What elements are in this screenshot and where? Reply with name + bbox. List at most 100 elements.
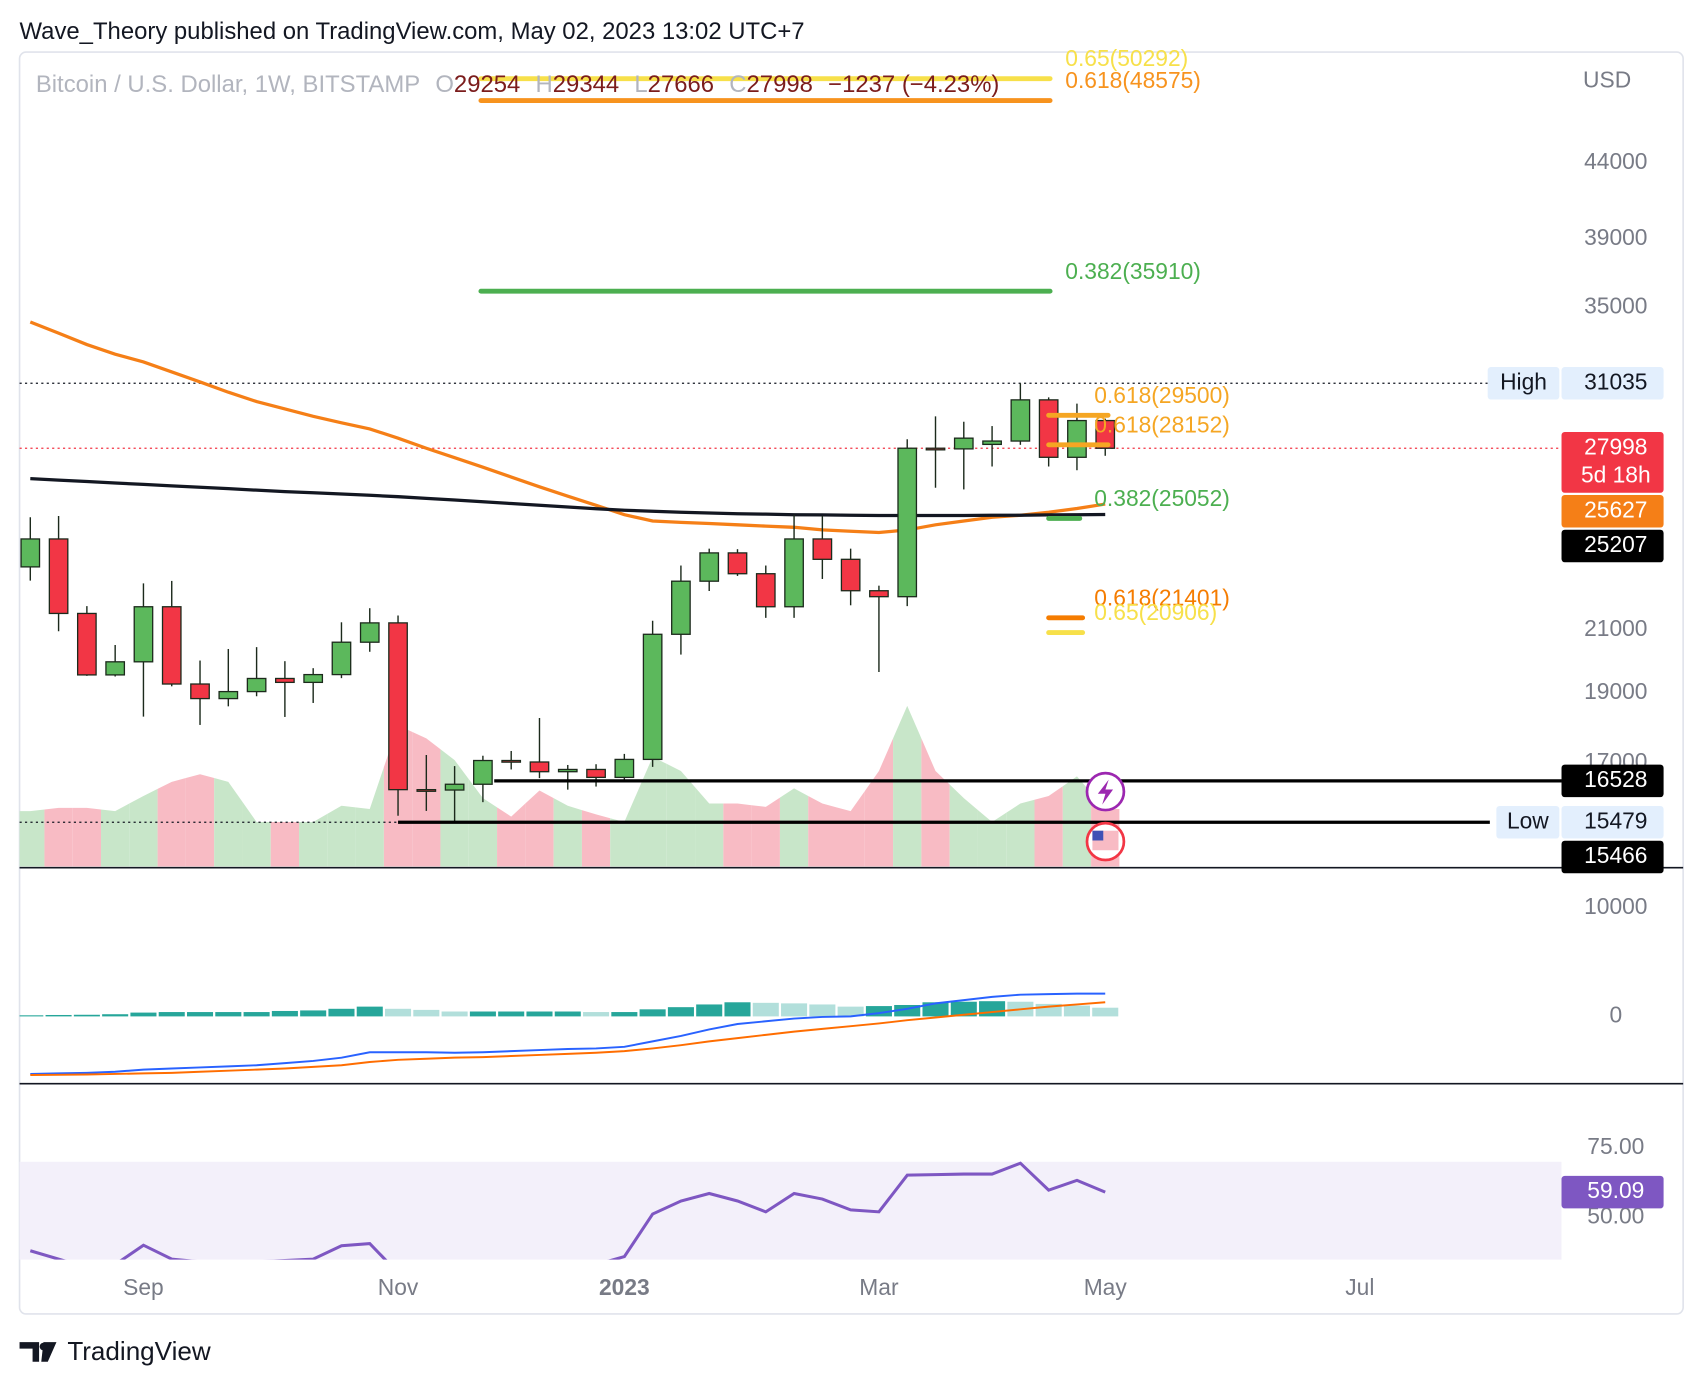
- volume-area: [723, 803, 752, 867]
- legend-value: 29344: [553, 71, 619, 98]
- price-label-box: [1561, 764, 1664, 798]
- macd-histogram-bar: [922, 1002, 949, 1017]
- macd-histogram-bar: [498, 1011, 525, 1017]
- candle-body: [614, 758, 635, 779]
- fib-label: 0.618(29500): [1094, 382, 1230, 408]
- price-label-box: [1561, 840, 1664, 874]
- legend: Bitcoin / U.S. Dollar, 1W, BITSTAMP O2925…: [36, 71, 1000, 98]
- macd-histogram-bar: [356, 1006, 383, 1017]
- price-label: 16528: [1584, 766, 1647, 792]
- macd-histogram-bar: [19, 1015, 44, 1017]
- candle-body: [190, 683, 210, 700]
- candle-body: [359, 622, 380, 643]
- macd-histogram-bar: [894, 1004, 921, 1017]
- fib-label: 0.65(50292): [1065, 45, 1188, 71]
- price-label: 15479: [1584, 807, 1647, 833]
- candle-body: [840, 558, 861, 592]
- candle-body: [897, 447, 918, 598]
- x-tick-label: Mar: [859, 1274, 899, 1300]
- volume-area: [327, 805, 356, 867]
- volume-area: [355, 767, 384, 867]
- volume-area: [921, 738, 950, 867]
- fib-label: 0.382(25052): [1094, 485, 1230, 511]
- volume-area: [185, 774, 215, 867]
- currency-label: USD: [1583, 66, 1631, 92]
- moving-average: [30, 477, 1106, 518]
- macd-histogram-bar: [385, 1008, 412, 1017]
- y-tick-label: 75.00: [1587, 1133, 1644, 1159]
- macd-line: [30, 1001, 1106, 1077]
- candle-body: [1010, 399, 1031, 442]
- macd-histogram-bar: [130, 1012, 157, 1017]
- y-tick-label: 35000: [1584, 292, 1647, 318]
- macd-histogram-bar: [45, 1014, 72, 1017]
- volume-area: [525, 790, 554, 867]
- macd-pane: [19, 992, 1119, 1077]
- fib-label: 0.618(48575): [1065, 67, 1201, 93]
- legend-change: −1237 (−4.23%): [828, 71, 999, 98]
- candle-body: [1067, 419, 1087, 458]
- rsi-pane: [19, 1161, 1562, 1260]
- candle-body: [48, 538, 69, 615]
- candle-body: [76, 612, 97, 676]
- macd-histogram-bar: [950, 1001, 977, 1017]
- y-tick-label: 19000: [1584, 678, 1647, 704]
- flag-glyph: [1092, 830, 1104, 841]
- x-tick-label: Nov: [378, 1274, 419, 1300]
- candle-body: [557, 768, 578, 773]
- price-label-box: [1561, 529, 1664, 563]
- candle-body: [642, 633, 663, 761]
- price-label: 31035: [1584, 368, 1647, 394]
- macd-histogram-bar: [611, 1012, 638, 1017]
- high-tag-box: [1487, 366, 1560, 400]
- volume-area: [808, 795, 837, 867]
- macd-histogram-bar: [102, 1014, 129, 1017]
- y-tick-label: 10000: [1584, 893, 1647, 919]
- volume-area: [893, 705, 922, 867]
- volume-area: [44, 807, 73, 867]
- macd-histogram-bar: [271, 1010, 298, 1017]
- volume-area: [695, 787, 724, 867]
- candle-body: [246, 677, 267, 693]
- candle-body: [388, 622, 408, 791]
- brand-logo: [19, 1342, 57, 1362]
- legend-value: 27666: [648, 71, 714, 98]
- price-label-box: [1561, 1175, 1664, 1209]
- price-label: 15466: [1584, 842, 1647, 868]
- macd-histogram-bar: [215, 1012, 242, 1017]
- candle-body: [303, 673, 324, 684]
- legend-letter: C: [729, 71, 746, 98]
- candle-body: [133, 606, 154, 663]
- candle-body: [869, 590, 889, 598]
- chart-frame: [18, 51, 1684, 1315]
- volume-area: [977, 810, 1007, 867]
- macd-histogram-bar: [441, 1011, 468, 1017]
- candle-body: [501, 759, 522, 763]
- legend-symbol: Bitcoin / U.S. Dollar, 1W, BITSTAMP: [36, 71, 420, 98]
- volume-area: [610, 789, 639, 867]
- volume-area: [864, 738, 894, 867]
- macd-histogram-bar: [837, 1006, 864, 1017]
- candle-body: [331, 641, 352, 676]
- macd-histogram-bar: [865, 1006, 892, 1017]
- macd-histogram-bar: [73, 1014, 100, 1017]
- brand-logo: [39, 1342, 48, 1351]
- price-label: 25627: [1584, 496, 1647, 522]
- macd-histogram-bar: [979, 1001, 1006, 1017]
- legend-value: 29254: [454, 71, 520, 98]
- candle-body: [218, 690, 239, 700]
- volume-area: [666, 763, 696, 867]
- candle-body: [1038, 399, 1059, 458]
- price-label-box: [1561, 494, 1664, 528]
- volume-area: [638, 756, 667, 867]
- volume-area: [270, 822, 300, 867]
- y-tick-label: 21000: [1584, 615, 1647, 641]
- volume-area: [581, 810, 611, 867]
- volume-area: [553, 798, 582, 867]
- legend-letter: O: [435, 71, 454, 98]
- macd-histogram-bar: [809, 1004, 836, 1017]
- lightning-glyph: [1097, 779, 1114, 805]
- macd-histogram-bar: [328, 1008, 355, 1017]
- y-tick-label: 0: [1609, 1001, 1622, 1027]
- x-tick-label: Sep: [123, 1274, 164, 1300]
